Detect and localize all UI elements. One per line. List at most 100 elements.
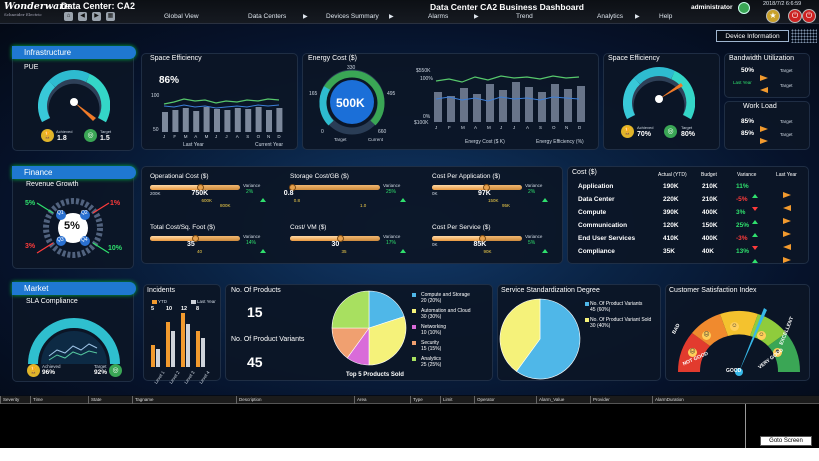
finance-bar-min: 0K (432, 242, 438, 247)
finance-bar-sub2: 95K (502, 203, 511, 208)
arrow-right-icon (783, 185, 791, 203)
legend-swatch (585, 302, 589, 306)
market-tab[interactable]: Market (12, 282, 136, 295)
alarm-column-header[interactable]: Alarm_Value (536, 396, 590, 404)
alarm-column-header[interactable]: Description (236, 396, 354, 404)
cost-row-variance: 25% (736, 222, 750, 229)
space-bar (193, 111, 200, 132)
menu-analytics[interactable]: Analytics (597, 13, 624, 20)
user-avatar-icon[interactable] (738, 2, 750, 14)
cost-row-name: Communication (578, 222, 628, 229)
menu-global-view[interactable]: Global View (164, 13, 199, 20)
alarm-column-header[interactable]: AlarmDuration (652, 396, 745, 404)
alarm-column-header[interactable]: Type (410, 396, 440, 404)
shutdown-icon[interactable]: ⏻ (802, 9, 816, 23)
products-title: No. Of Products (231, 287, 281, 294)
bandwidth-last-year: Last Year (733, 80, 752, 85)
chevron-right-icon: ▶ (474, 14, 479, 20)
month-label: A (235, 134, 239, 139)
bandwidth-value: 50% (741, 67, 755, 74)
chevron-right-icon: ▶ (303, 14, 308, 20)
cost-row-name: End User Services (578, 235, 636, 242)
energy-bar (447, 96, 455, 122)
target-icon: ◎ (84, 129, 97, 142)
logout-icon[interactable]: ⏻ (788, 9, 802, 23)
chevron-right-icon: ▶ (389, 14, 394, 20)
bandwidth-target: Target (780, 68, 793, 73)
alarm-column-header[interactable]: Operator (474, 396, 536, 404)
pue-achieved-value: 1.8 (57, 135, 67, 142)
month-label: F (448, 125, 451, 130)
back-icon[interactable]: ◀ (78, 12, 87, 21)
incident-value: 8 (196, 306, 200, 312)
trend-up-icon (542, 240, 548, 258)
y-label-100: 100 (151, 93, 160, 99)
pue-gauge (38, 70, 110, 123)
month-label: J (513, 125, 516, 130)
alarm-bell-icon[interactable]: ★ (766, 9, 780, 23)
finance-bar-knob[interactable] (483, 184, 490, 191)
space-bar (234, 108, 241, 132)
top5-pie-chart (331, 290, 407, 366)
space-bar (255, 107, 262, 132)
menu-data-centers[interactable]: Data Centers (248, 13, 287, 20)
menu-help[interactable]: Help (659, 13, 673, 20)
alarm-column-header[interactable]: Tagname (132, 396, 236, 404)
finance-bar-knob[interactable] (196, 184, 204, 191)
workload-arrow-icon (760, 119, 768, 137)
space-efficiency-gauge-title: Space Efficiency (608, 55, 660, 62)
finance-bar-knob[interactable] (192, 235, 199, 242)
legend-energy-cost: Energy Cost ($ K) (465, 139, 505, 145)
device-information-button[interactable]: Device Information (716, 30, 789, 42)
alarm-list[interactable] (0, 404, 745, 448)
trophy-icon: 🏆 (41, 129, 54, 142)
energy-bar (499, 90, 507, 122)
alarm-column-header[interactable]: Time (30, 396, 88, 404)
legend-swatch (412, 357, 416, 361)
legend-current-year: Current Year (255, 142, 284, 148)
goto-screen-button[interactable]: Goto Screen (760, 436, 812, 446)
finance-bar-knob[interactable] (288, 184, 296, 191)
month-label: M (183, 134, 188, 139)
alarm-column-header[interactable]: Severity (0, 396, 30, 404)
finance-bar-sub: 35 (341, 249, 347, 254)
space-efficiency-panel (141, 53, 298, 150)
alarm-column-header[interactable]: Area (354, 396, 410, 404)
arrow-left-icon (783, 198, 791, 216)
legend-detail: 15 (15%) (421, 346, 442, 352)
finance-bar-knob[interactable] (336, 235, 344, 242)
infrastructure-tab[interactable]: Infrastructure (12, 46, 136, 59)
dot-pattern (791, 29, 817, 43)
finance-tab[interactable]: Finance (12, 166, 136, 179)
forward-icon[interactable]: ▶ (92, 12, 101, 21)
y-label-50: 50 (153, 127, 159, 133)
header-actual: Actual (YTD) (658, 172, 687, 178)
home-icon[interactable]: ⌂ (64, 12, 73, 21)
alarm-column-header[interactable]: State (88, 396, 132, 404)
revenue-center-value: 5% (64, 220, 80, 232)
workload-value-2: 85% (741, 130, 755, 137)
bandwidth-arrow-icon (760, 68, 768, 86)
gauge-tick-495: 495 (387, 91, 396, 97)
legend-detail: 10 (10%) (421, 330, 442, 336)
top-bar: Wonderware Schneider Electric Data Center… (0, 0, 819, 24)
menu-devices-summary[interactable]: Devices Summary (326, 13, 379, 20)
finance-bar-value: 35 (187, 241, 195, 248)
data-center-title: Data Center: CA2 (61, 1, 136, 11)
menu-alarms[interactable]: Alarms (428, 13, 449, 20)
month-label: O (256, 134, 261, 139)
alarm-column-header[interactable]: Limit (440, 396, 474, 404)
finance-bar-knob[interactable] (478, 235, 486, 242)
month-label: J (163, 134, 166, 139)
finance-bar-fill (290, 236, 340, 241)
menu-trend[interactable]: Trend (516, 13, 533, 20)
alarm-column-header[interactable]: Provider (590, 396, 652, 404)
energy-cost-gauge (319, 69, 385, 135)
variance-label: Variance (525, 183, 543, 188)
pie-slice (368, 316, 407, 366)
month-label: M (487, 125, 491, 130)
space-bar (203, 107, 210, 132)
grid-icon[interactable]: ▦ (106, 12, 115, 21)
q2-label: Q2 (81, 210, 88, 216)
month-label: N (565, 125, 569, 130)
